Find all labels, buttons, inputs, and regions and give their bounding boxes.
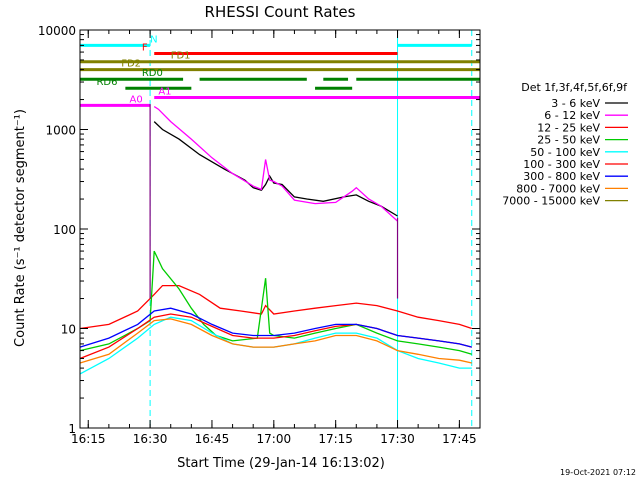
flag-label-fd2: FD2: [121, 59, 141, 70]
flag-label-a1: A1: [158, 86, 171, 97]
series-line-0: [153, 121, 398, 217]
flag-label-rd0: RD0: [142, 68, 163, 79]
x-axis-label: Start Time (29-Jan-14 16:13:02): [177, 456, 385, 471]
x-tick-label-1: 16:30: [133, 432, 168, 446]
legend-label-7: 800 - 7000 keV: [516, 182, 600, 195]
chart-title: RHESSI Count Rates: [205, 3, 356, 21]
flag-label-fd1: FD1: [171, 51, 191, 62]
series-line-6: [79, 307, 472, 348]
x-tick-label-2: 16:45: [195, 432, 230, 446]
axes: 16:15 16:30 16:45 17:00 17:15 17:30 17:45 1 10 10…: [38, 24, 481, 446]
y-tick-label-3: 1000: [45, 124, 76, 138]
series-line-7: [79, 318, 472, 364]
series-line-1: [153, 106, 398, 222]
y-tick-label-1: 10: [61, 323, 76, 337]
legend-label-5: 100 - 300 keV: [523, 158, 600, 171]
flag-label-f: F: [142, 43, 148, 54]
legend-label-1: 6 - 12 keV: [544, 109, 600, 122]
legend-label-2: 12 - 25 keV: [537, 121, 600, 134]
series-line-2: [79, 284, 473, 330]
x-tick-label-6: 17:45: [442, 432, 477, 446]
legend-label-4: 50 - 100 keV: [530, 146, 600, 159]
flag-label-n: N: [150, 34, 157, 45]
flag-label-a0: A0: [129, 94, 142, 105]
legend-label-0: 3 - 6 keV: [551, 97, 600, 110]
x-tick-label-4: 17:15: [318, 432, 353, 446]
series-line-3: [79, 250, 472, 355]
flag-label-rd6: RD6: [96, 77, 117, 88]
x-tick-label-5: 17:30: [380, 432, 415, 446]
legend-label-3: 25 - 50 keV: [537, 134, 600, 147]
x-tick-label-0: 16:15: [71, 432, 106, 446]
footer-date: 19-Oct-2021 07:12: [560, 468, 636, 477]
x-tick-label-3: 17:00: [257, 432, 292, 446]
legend-label-8: 7000 - 15000 keV: [502, 195, 600, 208]
y-tick-label-4: 10000: [38, 24, 76, 38]
legend-title: Det 1f,3f,4f,5f,6f,9f: [521, 81, 628, 94]
y-tick-label-0: 1: [68, 422, 76, 436]
legend-label-6: 300 - 800 keV: [523, 170, 600, 183]
y-axis-label: Count Rate (s⁻¹ detector segment⁻¹): [13, 109, 28, 347]
y-tick-label-2: 100: [53, 223, 76, 237]
